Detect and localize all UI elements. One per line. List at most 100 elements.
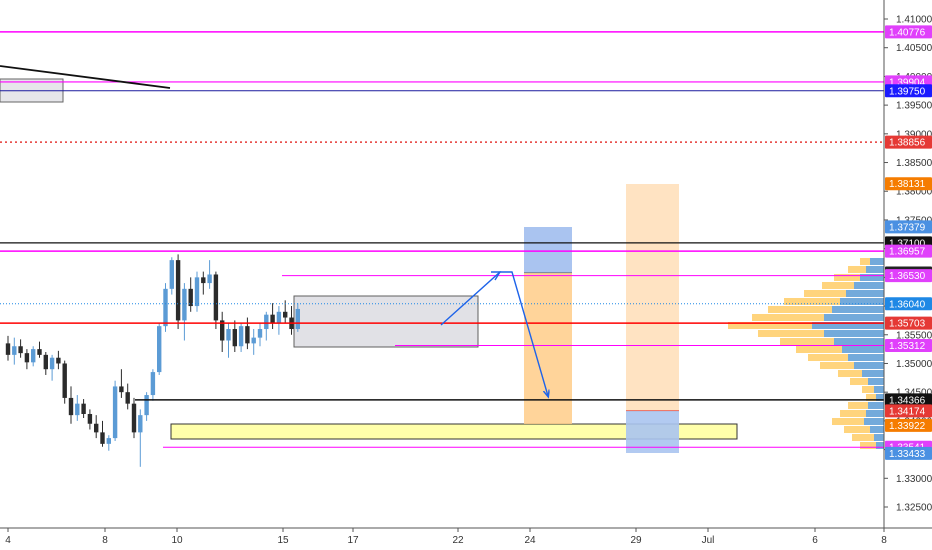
position-target-zone-2[interactable] xyxy=(626,184,679,411)
candle-body xyxy=(270,314,275,324)
volume-profile-up-bar xyxy=(822,282,854,289)
price-badge[interactable]: 1.35312 xyxy=(885,339,932,353)
candle-body xyxy=(157,326,162,373)
volume-profile-up-bar xyxy=(752,314,824,321)
price-badge[interactable]: 1.39750 xyxy=(885,84,932,98)
candle-body xyxy=(238,326,244,347)
projection-path-arrow[interactable] xyxy=(440,271,548,396)
volume-profile-up-bar xyxy=(780,338,834,345)
price-tick-label: 1.34500 xyxy=(896,388,932,399)
price-badge[interactable]: 1.36957 xyxy=(885,244,932,258)
candle-body xyxy=(295,308,300,330)
position-risk-zone-2[interactable] xyxy=(626,411,679,453)
volume-profile-up-bar xyxy=(838,370,862,377)
candle-body xyxy=(144,395,149,416)
volume-profile-up-bar xyxy=(850,378,868,385)
time-tick-label: 8 xyxy=(881,535,887,546)
time-tick-label: 4 xyxy=(5,535,11,546)
price-badge[interactable]: 1.34366 xyxy=(885,393,932,407)
volume-profile-down-bar xyxy=(876,442,884,449)
price-badge[interactable]: 1.40776 xyxy=(885,25,932,39)
price-tick-label: 1.38500 xyxy=(896,158,932,169)
candle-body xyxy=(182,288,187,321)
time-tick-label: 17 xyxy=(347,535,359,546)
volume-profile-up-bar xyxy=(832,418,864,425)
candle-body xyxy=(264,314,269,330)
price-badge[interactable]: 1.38131 xyxy=(885,177,932,191)
volume-profile-down-bar xyxy=(876,394,884,401)
price-badge[interactable]: 1.33922 xyxy=(885,418,932,432)
position-risk-zone-1[interactable] xyxy=(524,227,572,273)
volume-profile-up-bar xyxy=(860,442,876,449)
volume-profile-down-bar xyxy=(866,410,884,417)
price-badge-bg xyxy=(885,404,932,418)
candle-body xyxy=(232,329,237,347)
time-tick-label: 10 xyxy=(171,535,183,546)
price-badge-label: 1.37379 xyxy=(889,222,926,233)
price-badge-bg xyxy=(885,269,932,283)
volume-profile-up-bar xyxy=(820,362,854,369)
candle-body xyxy=(283,311,288,318)
price-badge-label: 1.33922 xyxy=(889,421,926,432)
price-tick-label: 1.39500 xyxy=(896,101,932,112)
price-tick-label: 1.35500 xyxy=(896,330,932,341)
demand-zone[interactable] xyxy=(170,423,738,440)
price-tick-label: 1.33000 xyxy=(896,474,932,485)
price-badge-label: 1.35703 xyxy=(889,319,926,330)
price-badge-label: 1.36040 xyxy=(889,299,926,310)
price-badge[interactable]: 1.36040 xyxy=(885,297,932,311)
position-target-zone-1[interactable] xyxy=(524,273,572,424)
price-tick-label: 1.35000 xyxy=(896,359,932,370)
candle-body xyxy=(12,346,17,355)
price-badge-bg xyxy=(885,316,932,330)
price-badge-bg xyxy=(885,244,932,258)
volume-profile-up-bar xyxy=(784,298,840,305)
candle-body xyxy=(138,415,143,433)
time-tick-label: 24 xyxy=(524,535,536,546)
candle-body xyxy=(131,403,137,433)
volume-profile-up-bar xyxy=(848,402,868,409)
candle-body xyxy=(163,288,168,327)
candle-body xyxy=(49,357,55,370)
price-badge-bg xyxy=(885,297,932,311)
price-badge[interactable]: 1.35703 xyxy=(885,316,932,330)
consolidation-box[interactable] xyxy=(293,295,479,348)
price-badge-bg xyxy=(885,177,932,191)
candle-body xyxy=(119,386,124,393)
volume-profile-up-bar xyxy=(840,410,866,417)
price-badge[interactable]: 1.37379 xyxy=(885,220,932,234)
price-badge-bg xyxy=(885,446,932,460)
volume-profile-up-bar xyxy=(862,386,874,393)
candle-body xyxy=(94,423,99,433)
price-badge-label: 1.38856 xyxy=(889,138,926,149)
candle-body xyxy=(87,413,93,424)
volume-profile-up-bar xyxy=(796,346,842,353)
price-badge-label: 1.38131 xyxy=(889,179,926,190)
price-badge[interactable]: 1.38856 xyxy=(885,135,932,149)
trend-line[interactable] xyxy=(0,65,171,89)
candle-body xyxy=(106,438,111,444)
price-tick-label: 1.41000 xyxy=(896,15,932,26)
volume-profile-down-bar xyxy=(834,338,884,345)
zone-layer xyxy=(0,78,738,453)
price-badge[interactable]: 1.33433 xyxy=(885,446,932,460)
time-tick-label: 15 xyxy=(277,535,289,546)
volume-profile-up-bar xyxy=(866,394,876,401)
price-badge-bg xyxy=(885,418,932,432)
candle-body xyxy=(175,260,181,321)
volume-profile-down-bar xyxy=(862,370,884,377)
price-badge[interactable]: 1.36530 xyxy=(885,269,932,283)
candle-body xyxy=(31,349,36,363)
price-badge-label: 1.37100 xyxy=(889,238,926,249)
volume-profile-down-bar xyxy=(842,346,884,353)
price-badge[interactable]: 1.34174 xyxy=(885,404,932,418)
volume-profile-down-bar xyxy=(848,354,884,361)
volume-profile-down-bar xyxy=(812,322,884,329)
candle-body xyxy=(213,274,219,321)
volume-profile-up-bar xyxy=(808,354,848,361)
candle-body xyxy=(169,260,174,289)
candle-body xyxy=(220,320,225,341)
